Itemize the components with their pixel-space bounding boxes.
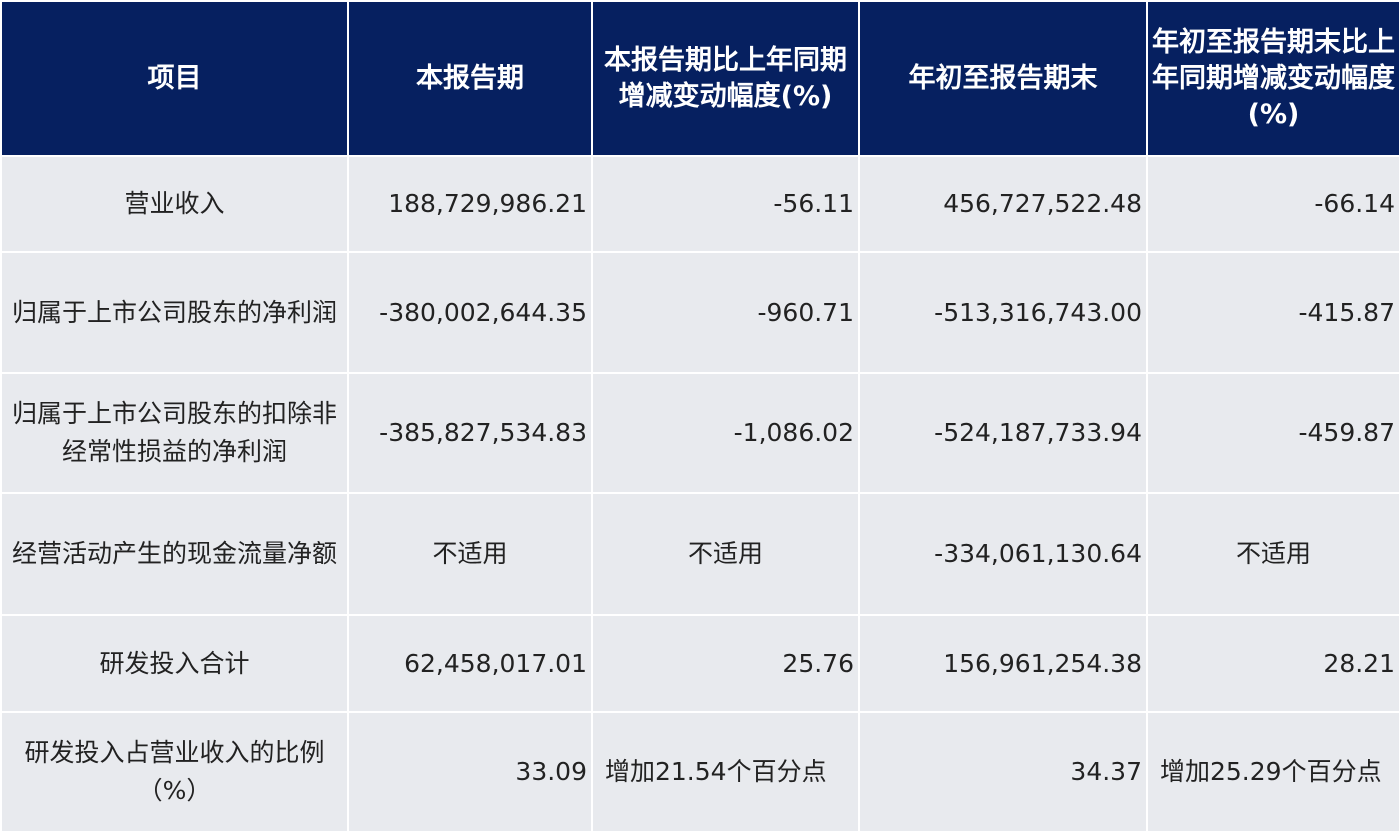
current-period-value: 不适用 xyxy=(347,492,593,616)
current-change-value: -960.71 xyxy=(591,251,860,374)
header-current-change: 本报告期比上年同期增减变动幅度(%) xyxy=(591,0,860,157)
table-row: 经营活动产生的现金流量净额 不适用 不适用 -334,061,130.64 不适… xyxy=(0,492,1399,616)
ytd-change-value: 28.21 xyxy=(1146,614,1399,713)
header-item: 项目 xyxy=(0,0,349,157)
current-period-value: 188,729,986.21 xyxy=(347,155,593,253)
current-change-value: -1,086.02 xyxy=(591,372,860,494)
current-period-value: 33.09 xyxy=(347,711,593,833)
current-change-value: 增加21.54个百分点 xyxy=(591,711,860,833)
table-header: 项目 本报告期 本报告期比上年同期增减变动幅度(%) 年初至报告期末 年初至报告… xyxy=(0,0,1399,157)
row-item-label: 归属于上市公司股东的净利润 xyxy=(0,251,349,374)
table-row: 营业收入 188,729,986.21 -56.11 456,727,522.4… xyxy=(0,155,1399,253)
row-item-label: 营业收入 xyxy=(0,155,349,253)
table-row: 研发投入合计 62,458,017.01 25.76 156,961,254.3… xyxy=(0,614,1399,713)
row-item-label: 归属于上市公司股东的扣除非经常性损益的净利润 xyxy=(0,372,349,494)
header-ytd-change: 年初至报告期末比上年同期增减变动幅度(%) xyxy=(1146,0,1399,157)
ytd-value: -524,187,733.94 xyxy=(858,372,1148,494)
row-item-label: 经营活动产生的现金流量净额 xyxy=(0,492,349,616)
header-ytd: 年初至报告期末 xyxy=(858,0,1148,157)
current-change-value: 不适用 xyxy=(591,492,860,616)
ytd-value: 156,961,254.38 xyxy=(858,614,1148,713)
ytd-change-value: -459.87 xyxy=(1146,372,1399,494)
ytd-change-value: 不适用 xyxy=(1146,492,1399,616)
current-period-value: -380,002,644.35 xyxy=(347,251,593,374)
table-row: 归属于上市公司股东的净利润 -380,002,644.35 -960.71 -5… xyxy=(0,251,1399,374)
ytd-change-value: -415.87 xyxy=(1146,251,1399,374)
header-row: 项目 本报告期 本报告期比上年同期增减变动幅度(%) 年初至报告期末 年初至报告… xyxy=(0,0,1399,157)
current-change-value: 25.76 xyxy=(591,614,860,713)
table-row: 归属于上市公司股东的扣除非经常性损益的净利润 -385,827,534.83 -… xyxy=(0,372,1399,494)
ytd-change-value: 增加25.29个百分点 xyxy=(1146,711,1399,833)
header-current-period: 本报告期 xyxy=(347,0,593,157)
ytd-value: 34.37 xyxy=(858,711,1148,833)
current-period-value: -385,827,534.83 xyxy=(347,372,593,494)
ytd-change-value: -66.14 xyxy=(1146,155,1399,253)
ytd-value: -334,061,130.64 xyxy=(858,492,1148,616)
ytd-value: -513,316,743.00 xyxy=(858,251,1148,374)
row-item-label: 研发投入占营业收入的比例（%） xyxy=(0,711,349,833)
current-period-value: 62,458,017.01 xyxy=(347,614,593,713)
table-row: 研发投入占营业收入的比例（%） 33.09 增加21.54个百分点 34.37 … xyxy=(0,711,1399,833)
table-body: 营业收入 188,729,986.21 -56.11 456,727,522.4… xyxy=(0,155,1399,833)
current-change-value: -56.11 xyxy=(591,155,860,253)
row-item-label: 研发投入合计 xyxy=(0,614,349,713)
ytd-value: 456,727,522.48 xyxy=(858,155,1148,253)
